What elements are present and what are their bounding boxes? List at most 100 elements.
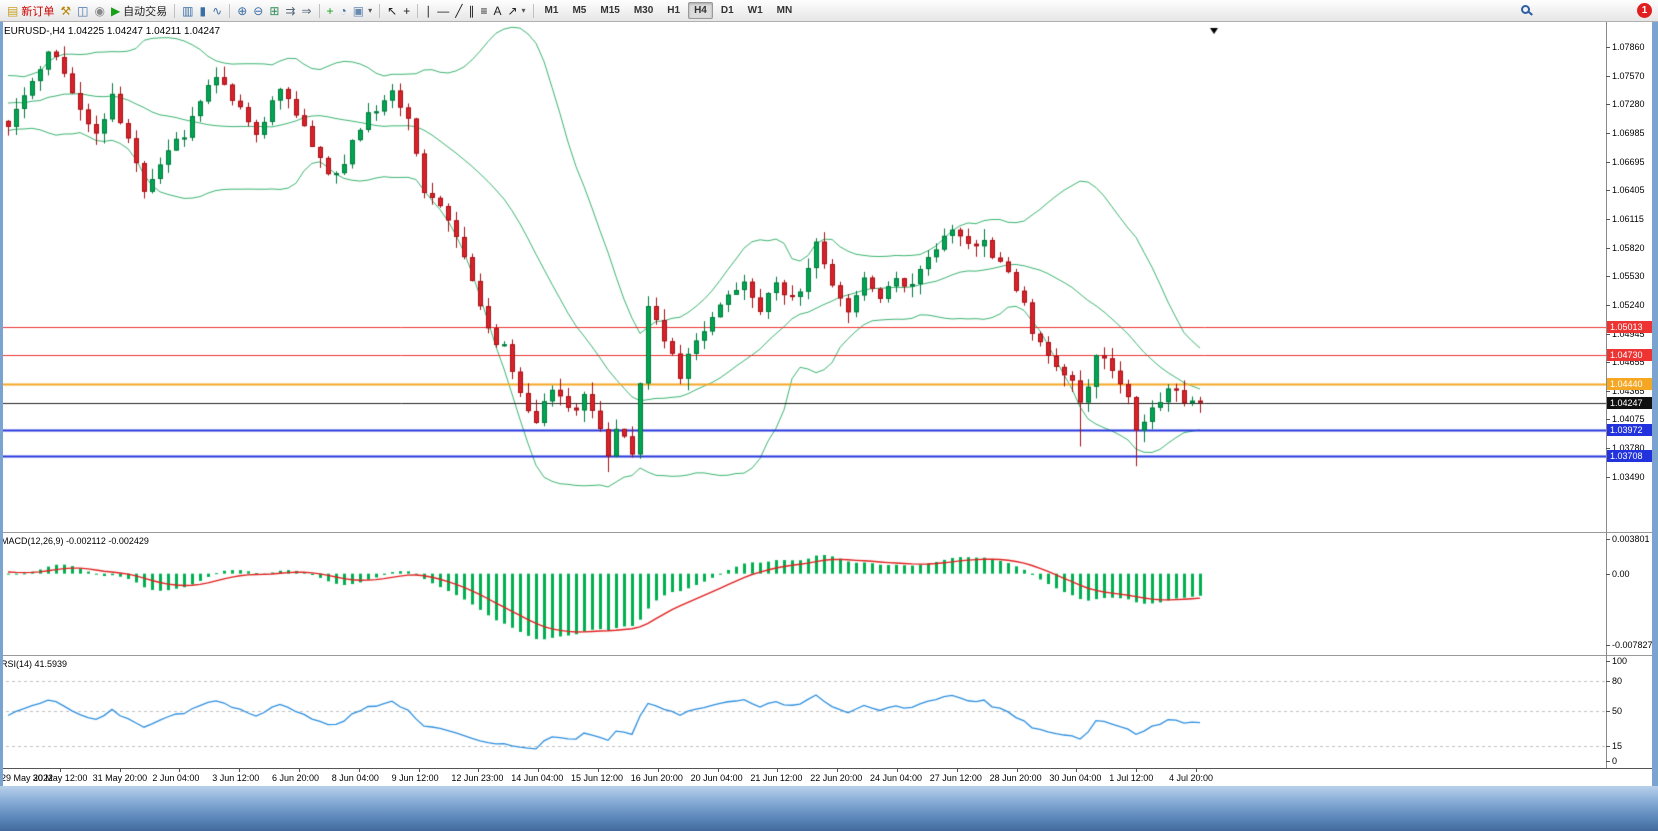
toolbar-separator [318, 3, 320, 18]
price-level-tag: 1.05013 [1607, 321, 1652, 334]
tile-windows-icon: ⊞ [269, 3, 280, 18]
timeframe-m1[interactable]: M1 [544, 5, 559, 16]
chart-title: EURUSD-,H4 1.04225 1.04247 1.04211 1.042… [4, 26, 220, 37]
price-axis-label: 1.05530 [1612, 271, 1645, 282]
toolbar-separator [379, 3, 381, 18]
macd-axis-label: 0.003801 [1612, 534, 1650, 544]
macd-axis-label: 0.00 [1612, 568, 1630, 579]
text-tool-icon: A [493, 3, 502, 18]
zoom-out-icon[interactable]: ⊖ [250, 2, 266, 20]
price-axis-label: 1.05240 [1612, 299, 1645, 310]
window-left-edge [0, 22, 3, 786]
rsi-label: RSI(14) 41.5939 [1, 659, 68, 669]
price-axis-label: 1.03780 [1612, 443, 1645, 454]
timeframe-m30[interactable]: M30 [633, 5, 654, 16]
price-axis-label: 1.06115 [1612, 213, 1644, 224]
new-chart-icon[interactable]: + [324, 2, 337, 20]
macd-axis-label: -0.007827 [1612, 640, 1653, 650]
notification-badge[interactable]: 1 [1637, 3, 1652, 18]
auto-trading-icon: ▶ [110, 3, 121, 18]
crosshair-icon[interactable]: + [400, 2, 413, 20]
template-icon: ▣ [352, 3, 365, 18]
price-axis-label: 1.07280 [1612, 99, 1645, 110]
price-level-tag: 1.03708 [1607, 449, 1652, 462]
profile-icon[interactable]: ◫ [74, 2, 91, 20]
vertical-line-icon[interactable]: ∣ [422, 2, 434, 20]
rsi-axis-label: 100 [1612, 656, 1628, 666]
search-icon[interactable] [1521, 5, 1530, 14]
bar-chart-icon: ▥ [182, 3, 194, 18]
period-clock-icon: ◔ [339, 3, 347, 18]
auto-scroll-icon[interactable]: ⇉ [282, 2, 298, 20]
vertical-line-icon: ∣ [425, 3, 432, 18]
candlestick-chart-icon[interactable]: ▮ [197, 2, 210, 20]
cursor-icon: ↖ [387, 3, 398, 18]
chart-hammer-icon[interactable]: ⚒ [57, 2, 74, 20]
period-clock-icon[interactable]: ◔ [337, 2, 350, 20]
panel-separator[interactable] [0, 655, 1658, 656]
price-axis-label: 1.04365 [1612, 385, 1645, 396]
panel-separator[interactable] [0, 532, 1658, 533]
new-chart-icon: + [326, 3, 334, 18]
auto-trading-button-label: 自动交易 [123, 5, 168, 18]
rsi-axis-label: 15 [1612, 741, 1623, 751]
toolbar-separator [532, 3, 534, 18]
new-order-icon: ▤ [7, 3, 19, 18]
timeframe-h1[interactable]: H1 [667, 5, 681, 16]
current-price-tag: 1.04247 [1607, 396, 1652, 409]
toolbar-items: ▤ 新订单 ⚒ ◫ ◉ ▶ 自动交易 ▥ ▮ ∿ ⊕ ⊖ ⊞ ⇉ ⇒ + ◔ ▣ ▾ ↖ + ∣ ― ╱ ∥ ≡ A ↗ ▾ M1 M5 M1… [4, 0, 799, 21]
zoom-in-icon: ⊕ [237, 3, 248, 18]
bar-chart-icon[interactable]: ▥ [179, 2, 196, 20]
toolbar: ▤ 新订单 ⚒ ◫ ◉ ▶ 自动交易 ▥ ▮ ∿ ⊕ ⊖ ⊞ ⇉ ⇒ + ◔ ▣ ▾ ↖ + ∣ ― ╱ ∥ ≡ A ↗ ▾ M1 M5 M1… [0, 0, 1658, 22]
channel-icon: ∥ [468, 3, 475, 18]
new-order-button[interactable]: ▤ 新订单 [4, 2, 57, 20]
chart-shift-icon[interactable]: ⇒ [298, 2, 314, 20]
timeframe-h4[interactable]: H4 [688, 2, 713, 19]
horizontal-line-icon: ― [437, 3, 450, 18]
trendline-icon[interactable]: ╱ [452, 2, 465, 20]
auto-trading-button[interactable]: ▶ 自动交易 [108, 2, 170, 20]
timeframe-mn[interactable]: MN [776, 5, 793, 16]
text-tool-icon[interactable]: A [490, 2, 504, 20]
price-axis-label: 1.05820 [1612, 242, 1645, 253]
window-right-edge [1652, 22, 1658, 786]
rsi-axis-label: 80 [1612, 676, 1623, 686]
fibonacci-icon[interactable]: ≡ [477, 2, 490, 20]
price-chart-canvas[interactable] [0, 22, 1606, 532]
price-level-tag: 1.04730 [1607, 348, 1652, 361]
timeframe-m15[interactable]: M15 [600, 5, 620, 16]
timeframe-d1[interactable]: D1 [720, 5, 734, 16]
zoom-in-icon[interactable]: ⊕ [234, 2, 250, 20]
arrows-tool-icon: ↗ [507, 3, 518, 18]
line-chart-icon: ∿ [212, 3, 223, 18]
price-level-tag: 1.04440 [1607, 377, 1652, 390]
chevron-down-icon: ▾ [368, 6, 373, 15]
price-axis-label: 1.07860 [1612, 42, 1645, 52]
template-icon[interactable]: ▣ ▾ [350, 2, 375, 20]
fibonacci-icon: ≡ [480, 3, 488, 18]
time-axis[interactable] [0, 768, 1658, 786]
cursor-icon[interactable]: ↖ [384, 2, 400, 20]
candlestick-chart-icon: ▮ [199, 3, 207, 18]
arrows-tool-icon[interactable]: ↗ ▾ [504, 2, 528, 20]
tile-windows-icon[interactable]: ⊞ [266, 2, 282, 20]
price-level-tag: 1.03972 [1607, 423, 1652, 436]
channel-icon[interactable]: ∥ [465, 2, 477, 20]
rsi-axis-label: 0 [1612, 756, 1618, 766]
sound-icon: ◉ [94, 3, 105, 18]
sound-icon[interactable]: ◉ [91, 2, 107, 20]
zoom-out-icon: ⊖ [253, 3, 264, 18]
rsi-indicator-canvas[interactable] [0, 656, 1606, 767]
window-bottom-bar [0, 786, 1658, 831]
timeframe-w1[interactable]: W1 [747, 5, 763, 16]
toolbar-separator [417, 3, 419, 18]
price-axis-label: 1.04655 [1612, 357, 1645, 368]
macd-indicator-canvas[interactable] [0, 533, 1606, 654]
price-axis-label: 1.06985 [1612, 128, 1645, 139]
timeframe-m5[interactable]: M5 [572, 5, 587, 16]
line-chart-icon[interactable]: ∿ [209, 2, 225, 20]
auto-scroll-icon: ⇉ [285, 3, 296, 18]
macd-label: MACD(12,26,9) -0.002112 -0.002429 [1, 536, 149, 546]
horizontal-line-icon[interactable]: ― [434, 2, 452, 20]
price-axis-label: 1.03490 [1612, 472, 1645, 482]
